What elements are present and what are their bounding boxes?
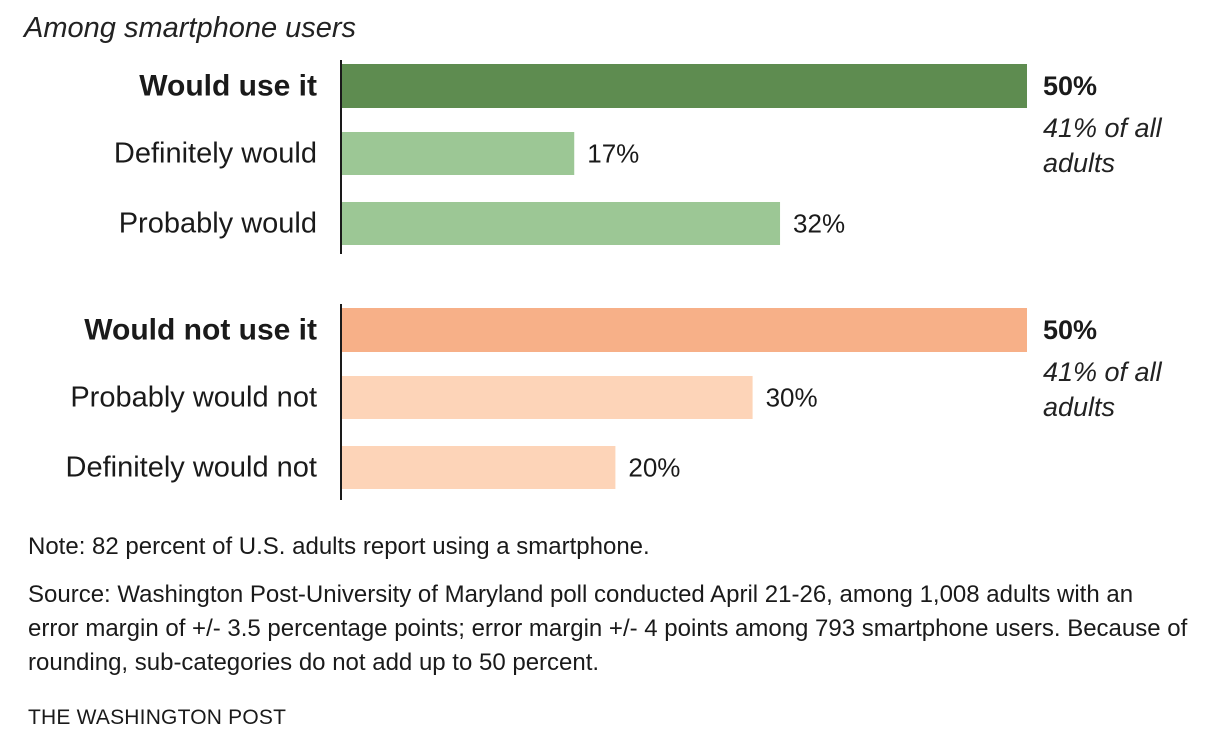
category-label-probably-would: Probably would (119, 208, 317, 240)
chart-source: Source: Washington Post-University of Ma… (28, 581, 1188, 676)
chart-subtitle: Among smartphone users (24, 12, 357, 44)
group-annotation-1-0: 41% of all (1043, 357, 1163, 387)
bar-definitely-would (341, 132, 575, 175)
group-annotation-1-1: adults (1043, 392, 1115, 422)
bar-probably-would (341, 202, 781, 245)
value-label-definitely-would-not: 20% (628, 453, 680, 483)
category-label-would-not-use-it: Would not use it (84, 314, 317, 347)
value-label-probably-would: 32% (793, 209, 845, 239)
value-label-definitely-would: 17% (587, 139, 639, 169)
publisher-credit: THE WASHINGTON POST (28, 706, 287, 729)
category-label-definitely-would-not: Definitely would not (66, 452, 317, 484)
bar-chart: Would use it 50% Definitely would 17% Probab… (66, 60, 1163, 500)
value-label-would-use-it: 50% (1043, 71, 1097, 101)
bar-definitely-would-not (341, 446, 616, 489)
category-label-definitely-would: Definitely would (114, 138, 317, 170)
chart-note: Note: 82 percent of U.S. adults report u… (28, 533, 650, 560)
value-label-probably-would-not: 30% (766, 383, 818, 413)
bar-would-use-it (341, 64, 1027, 108)
group-annotation-0-1: adults (1043, 148, 1115, 178)
category-label-would-use-it: Would use it (139, 70, 317, 103)
bar-probably-would-not (341, 376, 753, 419)
bar-would-not-use-it (341, 308, 1027, 352)
category-label-probably-would-not: Probably would not (70, 382, 317, 414)
value-label-would-not-use-it: 50% (1043, 315, 1097, 345)
group-annotation-0-0: 41% of all (1043, 113, 1163, 143)
